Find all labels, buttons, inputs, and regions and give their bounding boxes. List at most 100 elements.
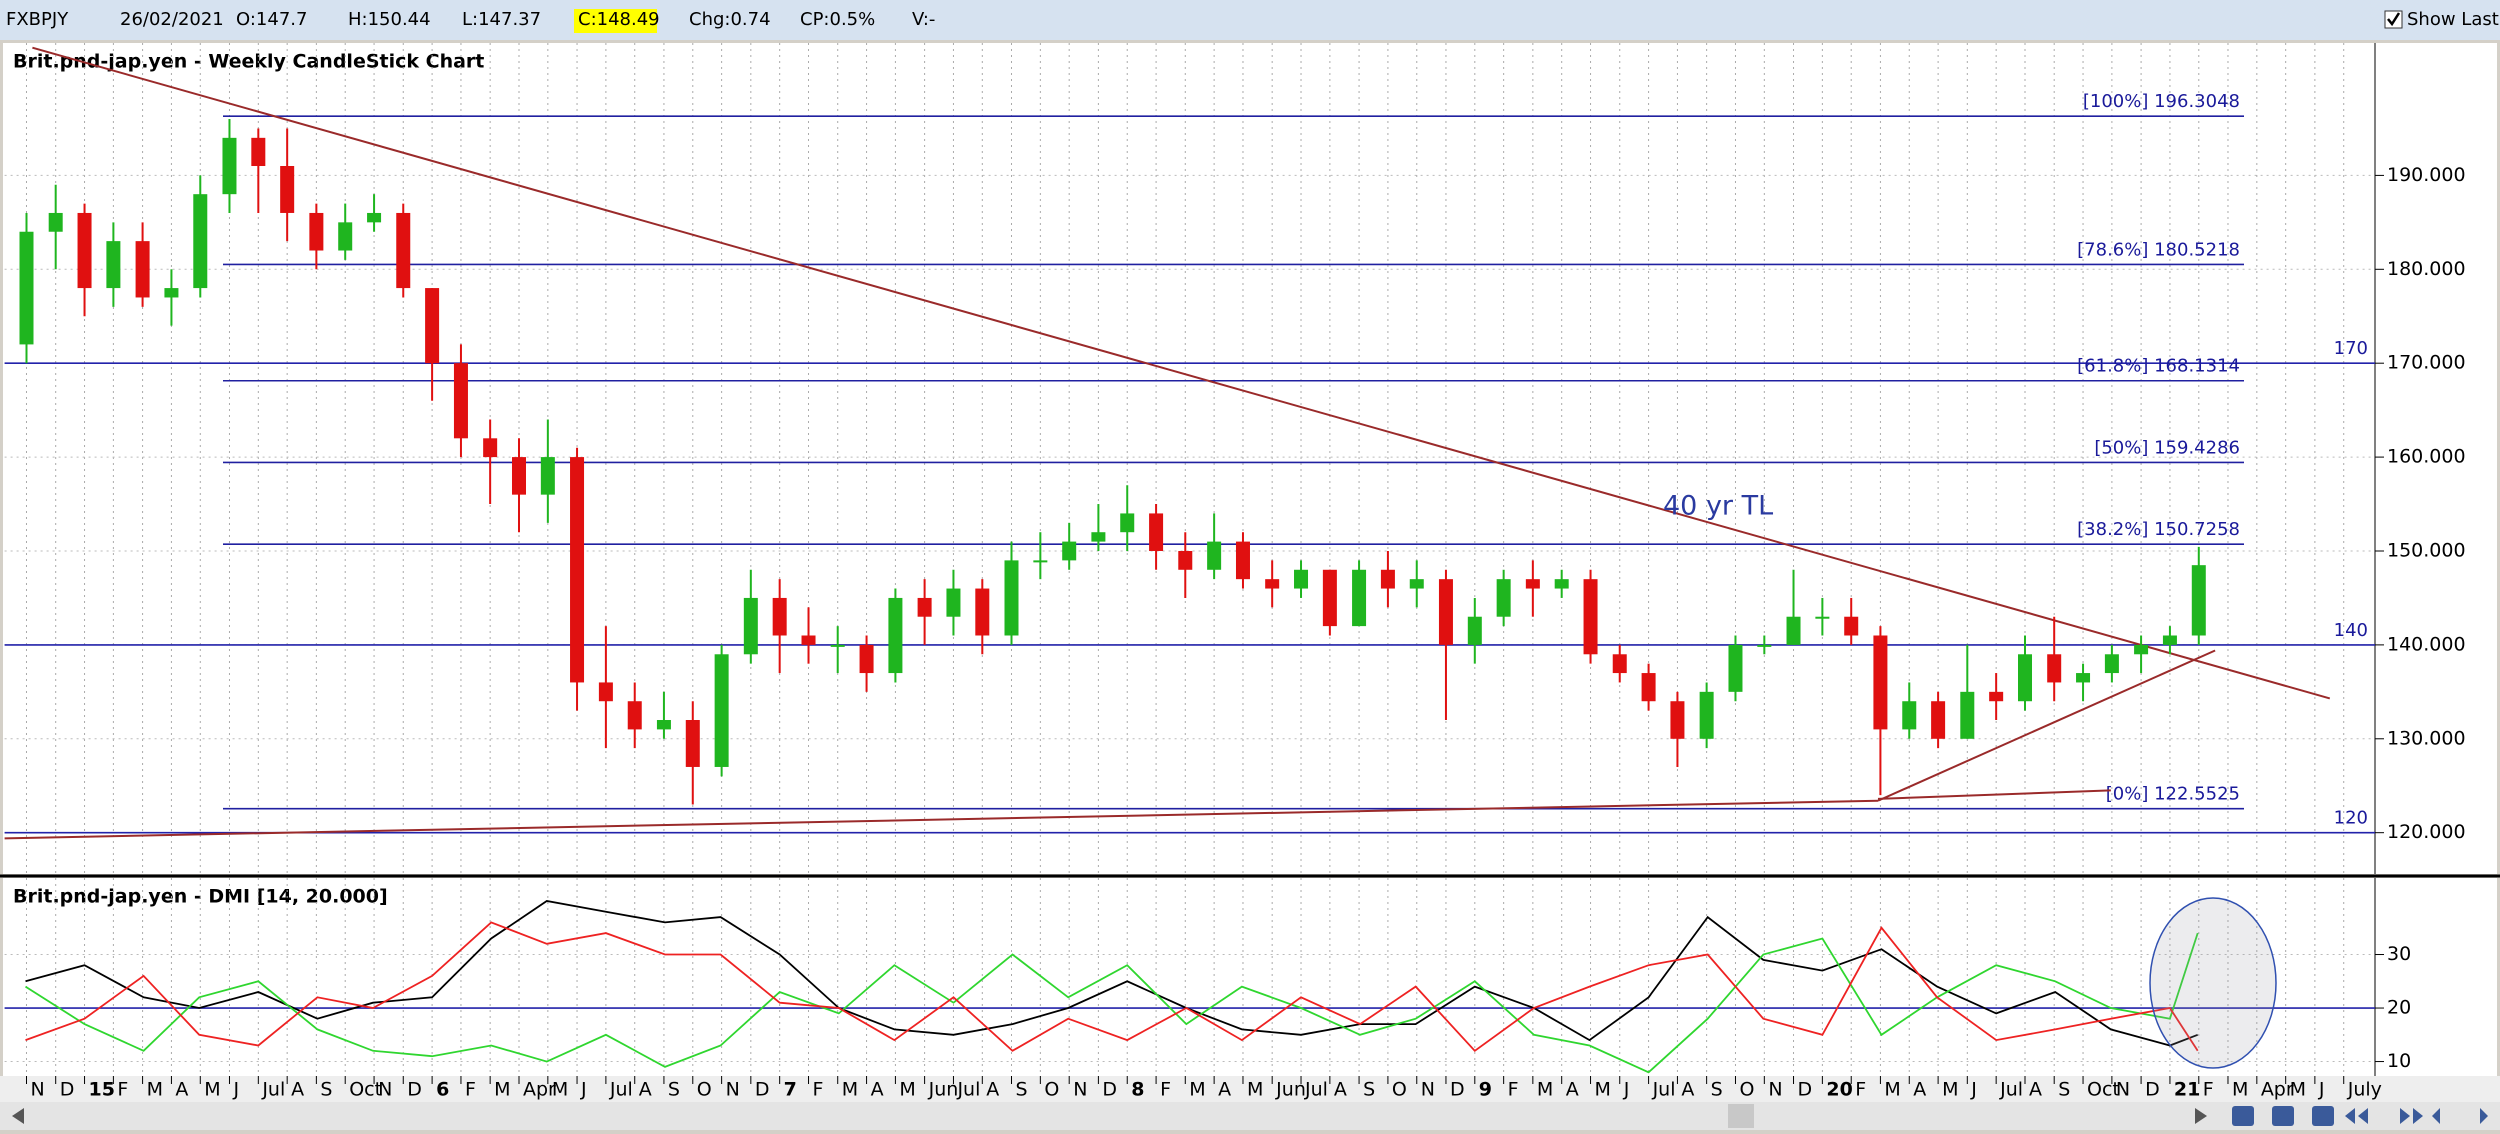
candle-body: [627, 701, 642, 730]
x-tick-label: O: [1392, 1079, 1407, 1101]
x-tick-label: July: [2347, 1079, 2382, 1101]
dmi-line: [25, 921, 2199, 1052]
scroll-left[interactable]: [12, 1108, 24, 1124]
x-tick-label: J: [1623, 1079, 1630, 1101]
x-tick-label: F: [2203, 1079, 2214, 1101]
x-tick-label: S: [1363, 1079, 1375, 1101]
high: H:150.44: [348, 9, 431, 30]
x-tick-label: D: [407, 1079, 422, 1101]
y-tick-label: 170.000: [2387, 352, 2466, 374]
date: 26/02/2021: [120, 9, 224, 30]
candle-body: [1989, 691, 2004, 702]
x-tick-label: N: [1768, 1079, 1782, 1101]
x-tick-label: F: [1855, 1079, 1866, 1101]
y-tick-label: 10: [2387, 1050, 2411, 1072]
checkmark: [2387, 12, 2401, 27]
x-tick-label: S: [2058, 1079, 2070, 1101]
candle-body: [511, 457, 526, 495]
x-tick-label: M: [2232, 1079, 2248, 1101]
x-tick-label: M: [494, 1079, 510, 1101]
volume: V:-: [912, 9, 935, 30]
support-label: 140: [2334, 620, 2368, 641]
price-panel: [3, 43, 2497, 874]
candle-body: [946, 588, 961, 617]
candle-body: [1902, 701, 1917, 730]
x-tick-label: N: [2116, 1079, 2130, 1101]
x-tick-label: S: [320, 1079, 332, 1101]
x-tick-label: Jul: [956, 1079, 980, 1101]
candle-body: [483, 438, 498, 458]
candle-body: [1844, 616, 1859, 636]
candle-body: [453, 363, 468, 439]
candle-body: [77, 212, 92, 289]
y-tick-label: 120.000: [2387, 821, 2466, 843]
show-last-label[interactable]: Show Last: [2407, 9, 2499, 30]
candle-body: [309, 212, 324, 251]
candle-body: [598, 682, 613, 702]
x-tick-label: 9: [1479, 1079, 1492, 1101]
scrollbar[interactable]: [0, 1102, 2500, 1130]
change-pct: CP:0.5%: [800, 9, 875, 30]
close: C:148.49: [578, 9, 660, 30]
x-tick-label: A: [2029, 1079, 2042, 1101]
x-tick-label: N: [30, 1079, 44, 1101]
x-tick-label: M: [1537, 1079, 1553, 1101]
x-tick-label: M: [1884, 1079, 1900, 1101]
candle-body: [1496, 579, 1511, 617]
x-tick-label: A: [291, 1079, 304, 1101]
candle-body: [338, 222, 353, 251]
candle-body: [685, 720, 700, 767]
x-tick-label: A: [986, 1079, 999, 1101]
x-tick-label: M: [842, 1079, 858, 1101]
trendline: [32, 46, 2331, 700]
candle-body: [2134, 644, 2149, 655]
trendline: [4, 799, 1879, 840]
x-tick-label: A: [1913, 1079, 1926, 1101]
candle-body: [222, 137, 237, 195]
candle-body: [540, 457, 555, 495]
candle-body: [1931, 701, 1946, 739]
candle-body: [1178, 550, 1193, 570]
x-tick-label: Jul: [1999, 1079, 2023, 1101]
scroll-right[interactable]: [2195, 1108, 2207, 1124]
y-tick-label: 150.000: [2387, 539, 2466, 561]
candle-body: [1960, 691, 1975, 739]
candle-body: [19, 231, 34, 345]
candle-body: [830, 644, 845, 647]
x-tick-label: A: [1334, 1079, 1347, 1101]
candle-body: [1438, 579, 1453, 645]
x-tick-label: A: [1566, 1079, 1579, 1101]
x-tick-label: Jul: [261, 1079, 285, 1101]
x-tick-label: O: [697, 1079, 712, 1101]
x-tick-label: Jun: [1275, 1079, 1306, 1101]
x-tick-label: D: [60, 1079, 75, 1101]
x-tick-label: O: [1044, 1079, 1059, 1101]
x-tick-label: Jun: [928, 1079, 959, 1101]
candle-body: [1091, 532, 1106, 542]
scroll-thumb[interactable]: [1728, 1104, 1754, 1128]
candle-body: [743, 597, 758, 655]
x-tick-label: F: [1160, 1079, 1171, 1101]
candle-body: [1294, 569, 1309, 589]
candle-body: [714, 654, 729, 767]
x-tick-label: 15: [89, 1079, 115, 1101]
x-tick-label: Jul: [1304, 1079, 1328, 1101]
x-tick-label: M: [1942, 1079, 1958, 1101]
candle-body: [106, 241, 121, 289]
candle-body: [1670, 701, 1685, 739]
candle-body: [888, 597, 903, 674]
x-tick-label: S: [1711, 1079, 1723, 1101]
candle-body: [1467, 616, 1482, 645]
candle-body: [1322, 569, 1337, 627]
x-tick-label: S: [1015, 1079, 1027, 1101]
x-tick-label: M: [1595, 1079, 1611, 1101]
candle-body: [2018, 654, 2033, 702]
x-tick-label: M: [2290, 1079, 2306, 1101]
nav-buttons[interactable]: [2232, 1106, 2488, 1126]
annotation: 40 yr TL: [1663, 491, 1773, 522]
candle-body: [367, 212, 382, 223]
candle-body: [1380, 569, 1395, 589]
x-tick-label: F: [465, 1079, 476, 1101]
symbol: FXBPJY: [6, 9, 69, 30]
candle-body: [801, 635, 816, 645]
